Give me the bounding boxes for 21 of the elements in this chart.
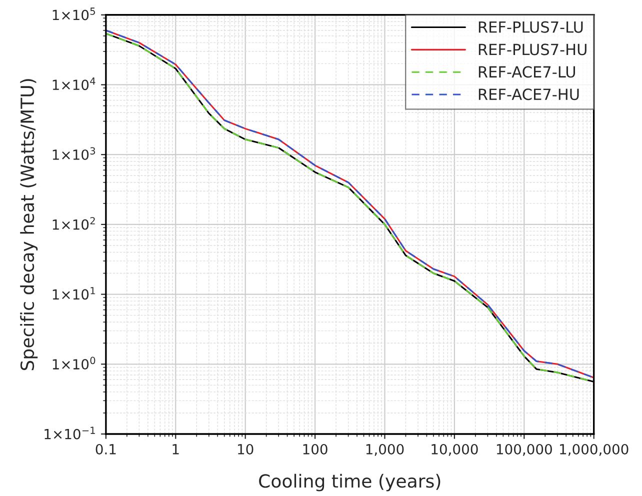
- x-tick-label: 0.1: [96, 444, 116, 454]
- y-tick-label: 1×10$^{3}$: [52, 147, 96, 160]
- y-tick-label: 1×10$^{2}$: [52, 217, 95, 230]
- legend-label: REF-ACE7-LU: [478, 66, 575, 78]
- y-tick-label: 1×10$^{−1}$: [44, 426, 95, 440]
- x-tick-label: 1: [172, 444, 179, 454]
- legend-label: REF-PLUS7-HU: [478, 44, 586, 56]
- x-tick-label: 100,000: [496, 444, 552, 456]
- legend-label: REF-PLUS7-LU: [478, 21, 583, 33]
- y-tick-label: 1×10$^{5}$: [52, 8, 95, 20]
- x-tick-label: 100: [303, 444, 328, 454]
- x-tick-label: 10,000: [432, 444, 478, 456]
- x-tick-label: 1,000: [366, 444, 404, 456]
- y-axis-title: Specific decay heat (Watts/MTU): [20, 79, 38, 370]
- x-axis-title: Cooling time (years): [259, 474, 440, 492]
- y-tick-label: 1×10$^{4}$: [52, 78, 96, 90]
- legend-label: REF-ACE7-HU: [478, 88, 579, 100]
- y-tick-label: 1×10$^{1}$: [52, 287, 95, 300]
- x-tick-label: 10: [238, 444, 254, 454]
- x-tick-label: 1,000,000: [560, 444, 628, 456]
- y-tick-label: 1×10$^{0}$: [52, 356, 96, 370]
